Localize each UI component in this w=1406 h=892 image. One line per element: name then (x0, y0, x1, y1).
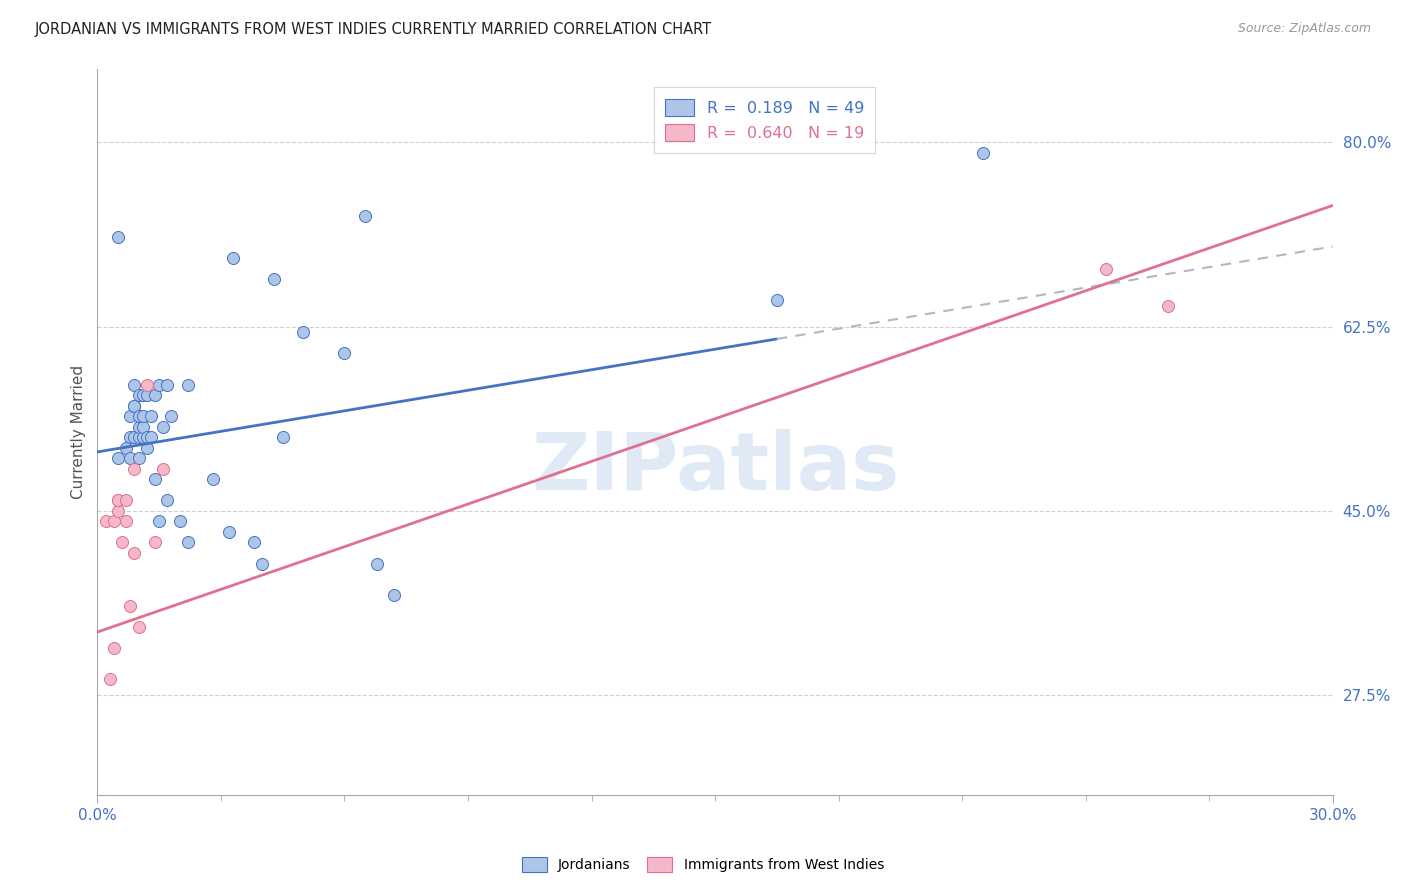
Point (120, 451, 142, 466)
Point (120, 599, 142, 613)
Point (148, 377, 170, 392)
Point (107, 230, 129, 244)
Point (222, 251, 245, 265)
Point (766, 293, 789, 308)
Point (120, 409, 142, 423)
Point (107, 493, 129, 508)
Point (128, 409, 150, 423)
Point (103, 640, 125, 655)
Point (354, 209, 377, 223)
Point (135, 441, 157, 455)
Text: JORDANIAN VS IMMIGRANTS FROM WEST INDIES CURRENTLY MARRIED CORRELATION CHART: JORDANIAN VS IMMIGRANTS FROM WEST INDIES… (35, 22, 713, 37)
Point (103, 515, 125, 529)
Point (120, 430, 142, 444)
Point (128, 430, 150, 444)
Text: Source: ZipAtlas.com: Source: ZipAtlas.com (1237, 22, 1371, 36)
Point (139, 409, 162, 423)
Point (128, 620, 150, 634)
Point (131, 430, 153, 444)
Point (333, 346, 356, 360)
Point (148, 515, 170, 529)
Point (139, 430, 162, 444)
Point (124, 462, 146, 476)
Point (128, 451, 150, 466)
Point (98, 673, 121, 687)
Point (107, 504, 129, 518)
Point (169, 515, 191, 529)
Point (263, 272, 285, 286)
Legend: Jordanians, Immigrants from West Indies: Jordanians, Immigrants from West Indies (516, 852, 890, 878)
Point (124, 546, 146, 560)
Text: ZIPatlas: ZIPatlas (531, 429, 900, 508)
Point (1157, 298, 1180, 312)
Point (271, 430, 294, 444)
Point (128, 419, 150, 434)
Point (250, 557, 273, 571)
Point (94, 515, 117, 529)
Point (972, 145, 994, 160)
Point (135, 388, 157, 402)
Point (292, 325, 315, 339)
Point (115, 515, 138, 529)
Point (143, 535, 166, 549)
Point (143, 388, 166, 402)
Point (115, 493, 138, 508)
Point (218, 524, 240, 539)
Point (111, 535, 134, 549)
Point (131, 409, 153, 423)
Point (152, 419, 174, 434)
Point (366, 557, 388, 571)
Point (160, 409, 183, 423)
Point (143, 472, 166, 486)
Point (177, 377, 200, 392)
Y-axis label: Currently Married: Currently Married (72, 365, 86, 499)
Point (156, 493, 179, 508)
Point (135, 377, 157, 392)
Point (1095, 261, 1118, 276)
Point (107, 493, 129, 508)
Point (124, 377, 146, 392)
Point (243, 535, 266, 549)
Point (131, 419, 153, 434)
Point (156, 377, 179, 392)
Point (128, 388, 150, 402)
Point (135, 430, 157, 444)
Point (382, 588, 405, 602)
Point (152, 462, 174, 476)
Point (107, 451, 129, 466)
Point (124, 399, 146, 413)
Point (124, 399, 146, 413)
Point (177, 535, 200, 549)
Legend: R =  0.189   N = 49, R =  0.640   N = 19: R = 0.189 N = 49, R = 0.640 N = 19 (654, 87, 875, 153)
Point (131, 388, 153, 402)
Point (124, 430, 146, 444)
Point (201, 472, 224, 486)
Point (115, 441, 138, 455)
